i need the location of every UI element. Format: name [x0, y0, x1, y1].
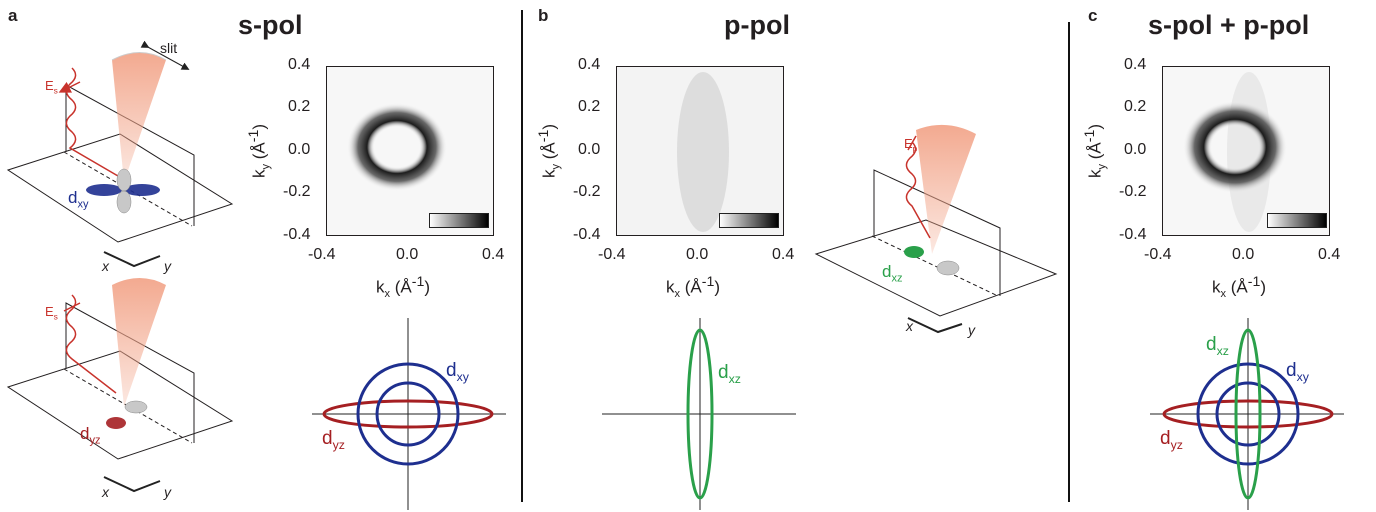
y-tick-c-4: -0.4 — [1119, 226, 1147, 243]
fermi-schematic-c — [1150, 318, 1344, 510]
dxy-label-a: dxy — [446, 360, 469, 384]
x-tick-c-2: 0.4 — [1318, 246, 1341, 263]
arpes-map-b — [616, 66, 784, 236]
divider-2 — [1068, 22, 1070, 502]
colorbar-c — [1267, 213, 1327, 228]
y-tick-b-0: 0.4 — [578, 56, 601, 73]
x-tick-b-1: 0.0 — [686, 246, 709, 263]
y-axis-title-b: ky (Å-1) — [535, 124, 563, 179]
y-tick-a-0: 0.4 — [288, 56, 311, 73]
x-tick-c-0: -0.4 — [1144, 246, 1172, 263]
colorbar-b — [719, 213, 779, 228]
Es-label: Es — [45, 78, 58, 96]
panel-b-label: b — [538, 6, 549, 25]
x-axis-label-a2: x — [102, 484, 109, 500]
y-axis-label-b: y — [968, 322, 975, 338]
y-tick-b-3: -0.2 — [573, 183, 601, 200]
y-tick-c-1: 0.2 — [1124, 98, 1147, 115]
y-tick-a-1: 0.2 — [288, 98, 311, 115]
dxz-label-b: dxz — [718, 362, 741, 386]
y-tick-a-3: -0.2 — [283, 183, 311, 200]
dxy-label-diagram: dxy — [68, 188, 89, 211]
y-tick-a-4: -0.4 — [283, 226, 311, 243]
panel-a-title: s-pol — [238, 10, 303, 40]
geometry-diagram-dxz — [814, 124, 1058, 334]
geometry-diagram-dxy — [6, 40, 234, 268]
arpes-map-a — [326, 66, 494, 236]
panel-b-title: p-pol — [724, 10, 790, 40]
y-axis-label-a2: y — [164, 484, 171, 500]
panel-a-label: a — [8, 6, 18, 25]
dxz-label-c: dxz — [1206, 334, 1229, 358]
y-axis-title-c: ky (Å-1) — [1081, 124, 1109, 179]
x-tick-b-0: -0.4 — [598, 246, 626, 263]
divider-1 — [521, 10, 523, 502]
arpes-map-c — [1162, 66, 1330, 236]
x-axis-title-a: kx (Å-1) — [376, 274, 431, 301]
fermi-schematic-a — [312, 318, 506, 510]
fermi-schematic-b — [602, 318, 796, 510]
dyz-label-c: dyz — [1160, 428, 1183, 452]
panel-c-label: c — [1088, 6, 1098, 25]
y-tick-b-1: 0.2 — [578, 98, 601, 115]
dxz-label-diagram: dxz — [882, 262, 903, 285]
y-tick-c-0: 0.4 — [1124, 56, 1147, 73]
panel-c-title: s-pol + p-pol — [1148, 10, 1310, 40]
x-tick-a-2: 0.4 — [482, 246, 505, 263]
y-axis-title-a: ky (Å-1) — [245, 124, 273, 179]
y-tick-b-2: 0.0 — [578, 141, 601, 158]
x-axis-label-b: x — [906, 318, 913, 334]
slit-label: slit — [160, 40, 178, 56]
y-tick-c-2: 0.0 — [1124, 141, 1147, 158]
x-axis-title-c: kx (Å-1) — [1212, 274, 1267, 301]
dyz-label-a: dyz — [322, 428, 345, 452]
Ep-label: Ep — [904, 136, 918, 154]
geometry-diagram-dyz — [6, 278, 234, 493]
x-tick-b-2: 0.4 — [772, 246, 795, 263]
y-tick-c-3: -0.2 — [1119, 183, 1147, 200]
colorbar-a — [429, 213, 489, 228]
y-tick-b-4: -0.4 — [573, 226, 601, 243]
x-tick-c-1: 0.0 — [1232, 246, 1255, 263]
x-tick-a-1: 0.0 — [396, 246, 419, 263]
x-axis-label-a1: x — [102, 258, 109, 274]
dxy-label-c: dxy — [1286, 360, 1309, 384]
y-tick-a-2: 0.0 — [288, 141, 311, 158]
x-tick-a-0: -0.4 — [308, 246, 336, 263]
y-axis-label-a1: y — [164, 258, 171, 274]
Es-label-2: Es — [45, 304, 58, 322]
x-axis-title-b: kx (Å-1) — [666, 274, 721, 301]
dyz-label-diagram: dyz — [80, 424, 101, 447]
